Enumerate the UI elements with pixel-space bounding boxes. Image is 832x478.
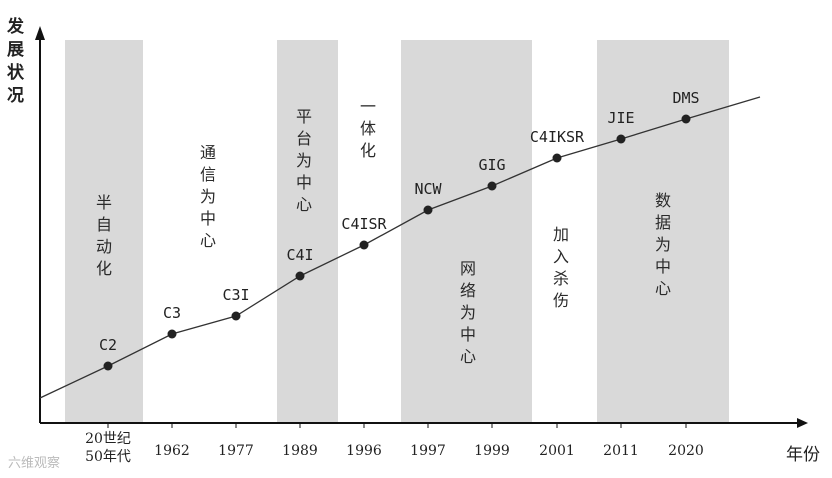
point-label: NCW	[414, 180, 442, 198]
data-point	[103, 361, 113, 371]
phase-bands	[65, 40, 729, 423]
data-point	[552, 153, 562, 163]
data-point	[359, 240, 369, 250]
phase-label-communication: 通信为中心	[199, 143, 216, 250]
trend-line	[39, 96, 761, 399]
point-label: DMS	[672, 89, 700, 107]
phase-label-data: 数据为中心	[654, 191, 671, 298]
phase-band	[597, 40, 729, 423]
x-tick-label: 2020	[668, 443, 704, 459]
phase-label-network: 网络为中心	[459, 259, 476, 366]
phase-label-semi-auto: 半自动化	[95, 193, 112, 278]
phase-band	[65, 40, 143, 423]
y-axis-arrow	[35, 26, 45, 40]
point-label: C4I	[286, 246, 314, 264]
x-tick-label: 1989	[282, 443, 318, 459]
point-label: GIG	[478, 156, 506, 174]
phase-label-platform: 平台为中心	[295, 107, 312, 214]
phase-label-kill: 加入杀伤	[552, 225, 569, 310]
x-tick-label: 1962	[154, 443, 190, 459]
phase-band	[277, 40, 338, 423]
x-axis-label: 年份	[786, 445, 820, 465]
x-tick-label: 2011	[603, 443, 639, 459]
x-tick-label: 1999	[474, 443, 510, 459]
phase-band	[401, 40, 532, 423]
x-tick-label: 1977	[218, 443, 254, 459]
data-points	[103, 114, 691, 371]
x-tick-label: 1997	[410, 443, 446, 459]
x-axis-arrow	[797, 418, 808, 428]
point-label: C3I	[222, 286, 250, 304]
data-point	[231, 311, 241, 321]
data-point	[295, 271, 305, 281]
point-label: C4IKSR	[529, 128, 585, 146]
point-label: C3	[162, 304, 182, 322]
x-tick-label: 20世纪50年代	[85, 431, 131, 465]
point-label: JIE	[607, 109, 635, 127]
data-point	[167, 329, 177, 339]
point-label: C4ISR	[341, 215, 387, 233]
phase-label-integration: 一体化	[359, 97, 376, 160]
data-point	[681, 114, 691, 124]
x-tick-label: 2001	[539, 443, 575, 459]
point-label: C2	[98, 336, 118, 354]
data-point	[423, 205, 433, 215]
watermark: 六维观察	[8, 456, 61, 471]
data-point	[616, 134, 626, 144]
x-ticks	[107, 423, 687, 428]
x-tick-label: 1996	[346, 443, 382, 459]
y-axis-label: 发展状况	[7, 17, 24, 106]
data-point	[487, 181, 497, 191]
